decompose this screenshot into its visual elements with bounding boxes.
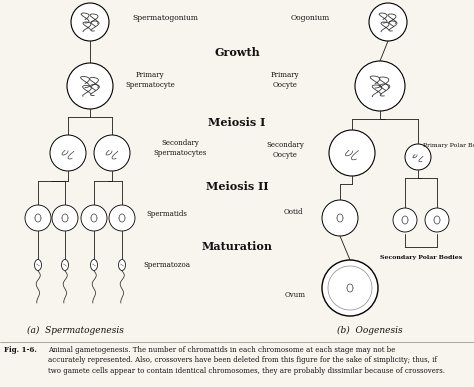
Circle shape bbox=[71, 3, 109, 41]
Text: (a)  Spermatogenesis: (a) Spermatogenesis bbox=[27, 325, 123, 335]
Circle shape bbox=[405, 144, 431, 170]
Circle shape bbox=[67, 63, 113, 109]
Circle shape bbox=[322, 200, 358, 236]
Circle shape bbox=[94, 135, 130, 171]
Text: Secondary
Spermatocytes: Secondary Spermatocytes bbox=[154, 139, 207, 157]
Circle shape bbox=[81, 205, 107, 231]
Text: Primary
Oocyte: Primary Oocyte bbox=[271, 71, 299, 89]
Text: Primary Polar Body: Primary Polar Body bbox=[423, 142, 474, 147]
Ellipse shape bbox=[62, 260, 69, 271]
Text: Meiosis II: Meiosis II bbox=[206, 180, 268, 192]
Circle shape bbox=[52, 205, 78, 231]
Text: Spermatogonium: Spermatogonium bbox=[132, 14, 198, 22]
Ellipse shape bbox=[118, 260, 126, 271]
Circle shape bbox=[355, 61, 405, 111]
Text: Primary
Spermatocyte: Primary Spermatocyte bbox=[125, 71, 175, 89]
Circle shape bbox=[393, 208, 417, 232]
Circle shape bbox=[322, 260, 378, 316]
Text: Spermatozoa: Spermatozoa bbox=[144, 261, 191, 269]
Ellipse shape bbox=[91, 260, 98, 271]
Circle shape bbox=[109, 205, 135, 231]
Circle shape bbox=[50, 135, 86, 171]
Text: Maturation: Maturation bbox=[201, 241, 273, 252]
Text: Growth: Growth bbox=[214, 46, 260, 58]
Text: Fig. 1-6.: Fig. 1-6. bbox=[4, 346, 37, 354]
Circle shape bbox=[425, 208, 449, 232]
Text: (b)  Oogenesis: (b) Oogenesis bbox=[337, 325, 403, 335]
Text: Secondary
Oocyte: Secondary Oocyte bbox=[266, 141, 304, 159]
Text: Spermatids: Spermatids bbox=[146, 210, 187, 218]
Ellipse shape bbox=[35, 260, 42, 271]
Circle shape bbox=[25, 205, 51, 231]
Text: Oogonium: Oogonium bbox=[291, 14, 329, 22]
Circle shape bbox=[329, 130, 375, 176]
Text: Ovum: Ovum bbox=[284, 291, 306, 299]
Text: Animal gametogenesis. The number of chromatids in each chromosome at each stage : Animal gametogenesis. The number of chro… bbox=[48, 346, 445, 375]
Text: Meiosis I: Meiosis I bbox=[208, 116, 266, 127]
Text: Ootid: Ootid bbox=[283, 208, 303, 216]
Circle shape bbox=[369, 3, 407, 41]
Text: Secondary Polar Bodies: Secondary Polar Bodies bbox=[380, 255, 462, 260]
